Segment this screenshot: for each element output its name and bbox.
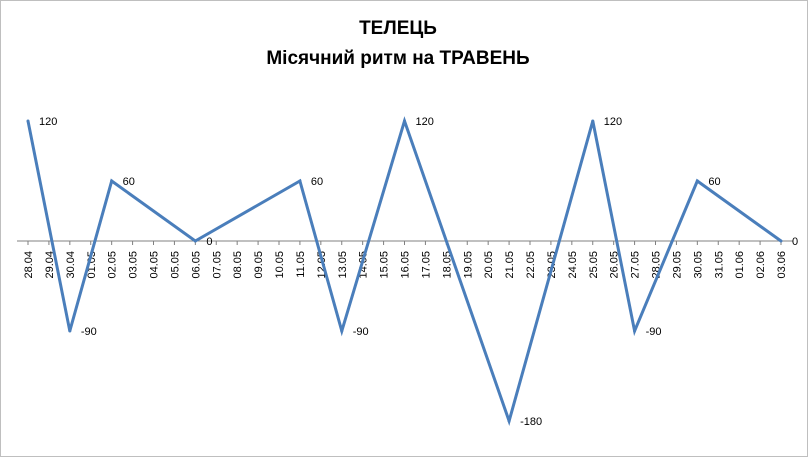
data-label: 60 xyxy=(311,176,323,188)
x-tick-label: 01.06 xyxy=(734,251,746,279)
x-tick-label: 08.05 xyxy=(232,251,244,279)
x-tick-label: 03.06 xyxy=(776,251,788,279)
x-tick-label: 16.05 xyxy=(400,251,412,279)
data-point xyxy=(633,329,637,333)
series-line xyxy=(26,116,782,427)
x-tick-label: 07.05 xyxy=(211,251,223,279)
x-tick-label: 30.05 xyxy=(692,251,704,279)
x-tick-label: 22.05 xyxy=(525,251,537,279)
data-label: 120 xyxy=(39,116,57,128)
x-tick-label: 02.06 xyxy=(755,251,767,279)
x-tick-label: 17.05 xyxy=(420,251,432,279)
data-point xyxy=(591,119,595,123)
data-label: -180 xyxy=(520,416,542,428)
data-point xyxy=(507,419,511,423)
x-tick-label: 19.05 xyxy=(462,251,474,279)
chart-title-line-2: Місячний ритм на ТРАВЕНЬ xyxy=(266,48,529,69)
data-label: -90 xyxy=(353,326,369,338)
x-tick-label: 28.04 xyxy=(23,251,35,279)
x-tick-label: 10.05 xyxy=(274,251,286,279)
data-label: 0 xyxy=(792,236,798,248)
data-label: -90 xyxy=(81,326,97,338)
data-point xyxy=(193,239,197,243)
x-tick-label: 04.05 xyxy=(149,251,161,279)
x-tick-label: 05.05 xyxy=(169,251,181,279)
x-tick-label: 24.05 xyxy=(567,251,579,279)
x-tick-label: 18.05 xyxy=(441,251,453,279)
x-tick-label: 03.05 xyxy=(128,251,140,279)
data-point xyxy=(779,239,783,243)
x-tick-label: 13.05 xyxy=(337,251,349,279)
data-label: 60 xyxy=(123,176,135,188)
x-tick-label: 25.05 xyxy=(588,251,600,279)
data-point xyxy=(110,179,114,183)
x-tick-label: 29.05 xyxy=(671,251,683,279)
x-tick-label: 30.04 xyxy=(65,251,77,279)
x-tick-label: 20.05 xyxy=(483,251,495,279)
data-point xyxy=(340,329,344,333)
x-tick-label: 06.05 xyxy=(190,251,202,279)
data-point xyxy=(695,179,699,183)
data-label: 0 xyxy=(206,236,212,248)
data-point xyxy=(26,119,30,123)
data-label: -90 xyxy=(646,326,662,338)
x-tick-label: 15.05 xyxy=(379,251,391,279)
x-tick-label: 21.05 xyxy=(504,251,516,279)
data-label: 120 xyxy=(604,116,622,128)
data-label: 60 xyxy=(708,176,720,188)
data-label: 120 xyxy=(416,116,434,128)
x-tick-label: 09.05 xyxy=(253,251,265,279)
chart-title-line-1: ТЕЛЕЦЬ xyxy=(359,18,437,39)
x-tick-label: 27.05 xyxy=(630,251,642,279)
x-tick-label: 02.05 xyxy=(107,251,119,279)
data-point xyxy=(68,329,72,333)
x-tick-label: 26.05 xyxy=(609,251,621,279)
data-point xyxy=(298,179,302,183)
data-point xyxy=(403,119,406,123)
x-tick-label: 29.04 xyxy=(44,251,56,279)
x-tick-label: 11.05 xyxy=(295,251,307,278)
x-tick-label: 31.05 xyxy=(713,251,725,279)
